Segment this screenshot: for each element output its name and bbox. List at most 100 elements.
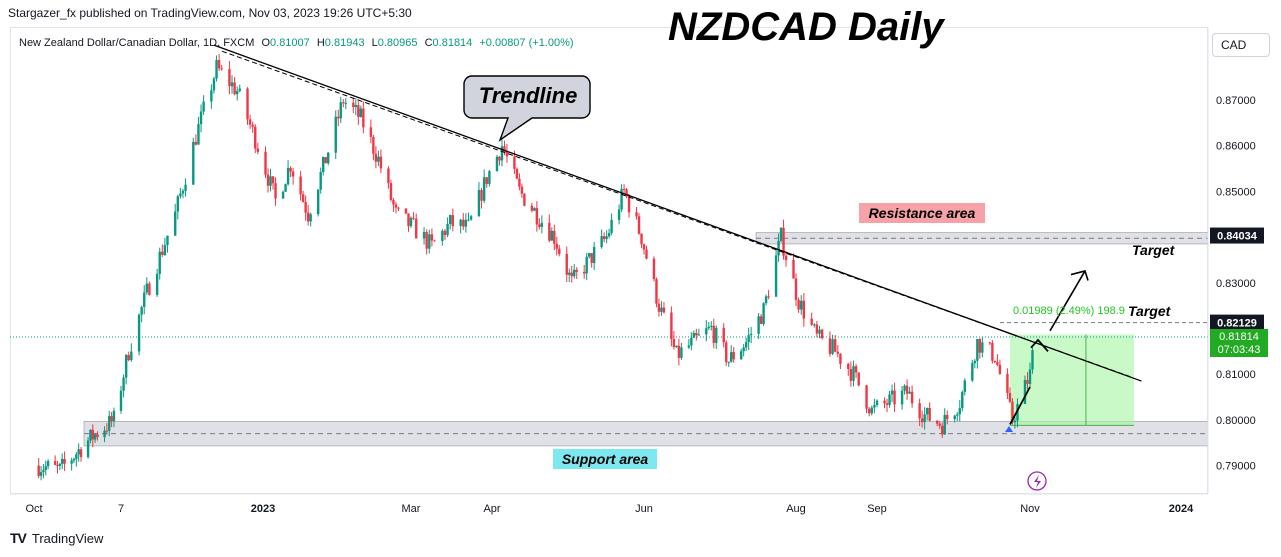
candle-body — [459, 219, 462, 226]
candle-body — [976, 339, 979, 361]
candle-body — [938, 423, 941, 426]
svg-text:0.82129: 0.82129 — [1217, 318, 1257, 330]
price-axis[interactable]: 0.870000.860000.850000.840000.830000.820… — [1216, 95, 1256, 473]
candle-body — [764, 296, 768, 304]
price-range-projection-box[interactable] — [1009, 334, 1134, 426]
candle-body — [58, 463, 62, 466]
candle-body — [441, 230, 444, 241]
candle-body — [176, 196, 179, 212]
candle-body — [140, 307, 143, 315]
candle-body — [697, 334, 701, 336]
candle-body — [105, 430, 109, 432]
candle-body — [742, 347, 745, 352]
candle-body — [695, 332, 698, 336]
candle-body — [372, 136, 375, 154]
trendline-label: Trendline — [479, 83, 578, 108]
candle-body — [179, 193, 182, 197]
candle-body — [505, 152, 509, 157]
candle-body — [1006, 373, 1009, 394]
candle-body — [155, 273, 159, 295]
legend-open-label: O — [261, 37, 270, 49]
time-axis-tick-label: Nov — [1020, 503, 1040, 515]
candle-body — [443, 230, 447, 236]
candle-body — [553, 230, 556, 244]
candle-body — [448, 215, 452, 224]
candle-body — [943, 415, 946, 435]
candle-body — [712, 325, 715, 343]
candle-body — [122, 377, 125, 391]
big-chart-title: NZDCAD Daily — [668, 5, 945, 49]
candle-body — [935, 420, 939, 424]
price-axis-tick-label: 0.85000 — [1216, 186, 1256, 198]
candle-body — [404, 208, 408, 214]
candle-body — [857, 372, 860, 386]
legend-close: 0.81814 — [433, 37, 473, 49]
projection-arrow[interactable] — [1049, 269, 1089, 332]
candle-body — [1028, 369, 1032, 384]
candle-body — [44, 466, 47, 471]
candle-body — [610, 219, 613, 233]
candle-body — [592, 247, 596, 263]
measure-text: 0.01989 (2.49%) 198.9 — [1013, 305, 1125, 317]
candle-body — [495, 156, 499, 172]
candle-body — [137, 314, 141, 352]
time-axis[interactable]: Oct 7 2023 Mar Apr Jun Aug Sep Nov 2024 — [25, 503, 1194, 515]
candle-body — [996, 362, 999, 365]
candle-body — [166, 235, 169, 246]
candle-body — [958, 408, 961, 415]
candle-body — [409, 217, 413, 227]
candle-body — [462, 219, 465, 227]
footer-branding[interactable]: TV TradingView — [10, 530, 103, 546]
svg-text:0.81814: 0.81814 — [1219, 331, 1259, 343]
candle-body — [96, 434, 99, 438]
candle-body — [971, 363, 974, 381]
candle-body — [730, 352, 733, 362]
candle-body — [1011, 401, 1014, 423]
candle-body — [89, 429, 92, 441]
candle-body — [124, 355, 128, 378]
candle-body — [662, 307, 666, 313]
time-axis-tick-label: Mar — [402, 503, 421, 515]
breakout-arrow — [1009, 338, 1049, 425]
currency-selector-button[interactable]: CAD — [1212, 33, 1270, 57]
trendline-callout[interactable]: Trendline — [463, 75, 591, 142]
time-axis-tick-label: Sep — [867, 503, 887, 515]
candle-body — [254, 126, 257, 149]
legend-open: 0.81007 — [270, 37, 310, 49]
candle-body — [847, 363, 850, 369]
candle-body — [533, 208, 536, 211]
price-axis-tick-label: 0.86000 — [1216, 141, 1256, 153]
candle-body — [920, 418, 924, 423]
candle-body — [617, 209, 621, 220]
candle-body — [762, 303, 765, 324]
candle-body — [513, 156, 516, 169]
candle-body — [744, 342, 748, 348]
candle-body — [925, 408, 929, 415]
candle-body — [802, 300, 806, 319]
candle-body — [687, 345, 691, 348]
lightning-event-icon[interactable] — [1027, 471, 1047, 491]
candle-body — [782, 227, 785, 256]
candle-body — [759, 316, 763, 324]
candle-body — [289, 167, 292, 172]
candle-body — [215, 60, 218, 79]
candle-body — [739, 351, 743, 360]
legend-low: 0.80965 — [378, 37, 418, 49]
candle-body — [784, 255, 788, 260]
candle-body — [852, 366, 855, 381]
candle-body — [359, 108, 363, 117]
time-axis-tick-label: Oct — [25, 503, 42, 515]
candle-body — [480, 190, 483, 201]
candle-body — [600, 236, 603, 248]
candle-body — [928, 408, 931, 421]
candle-body — [865, 385, 868, 409]
candle-body — [469, 216, 473, 220]
candle-body — [324, 157, 327, 164]
candle-body — [46, 461, 50, 467]
candle-body — [905, 385, 909, 394]
candle-body — [161, 251, 164, 255]
legend-change: +0.00807 (+1.00%) — [479, 37, 573, 49]
candle-body — [910, 391, 914, 404]
resistance-label-bg — [859, 203, 985, 223]
